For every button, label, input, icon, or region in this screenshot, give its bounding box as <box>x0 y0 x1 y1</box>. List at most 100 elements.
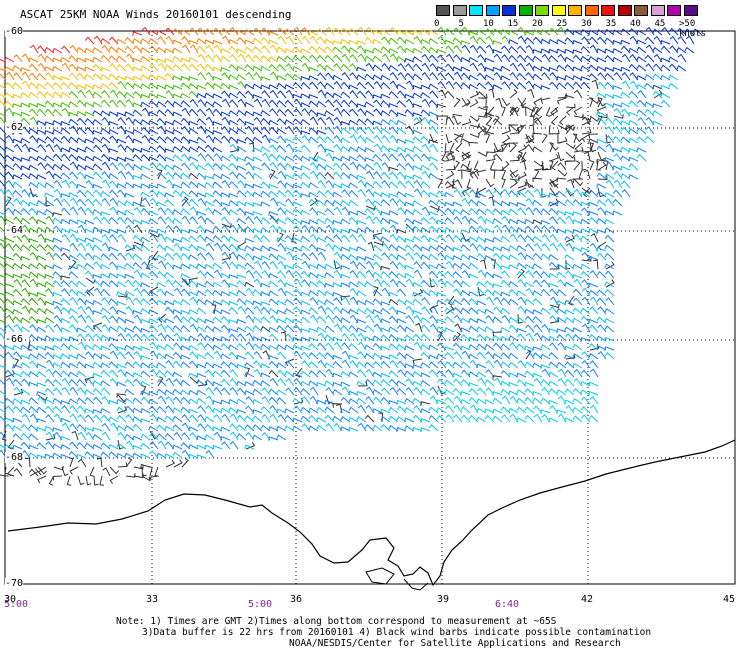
wind-barb <box>533 270 543 279</box>
wind-barb <box>397 369 407 378</box>
wind-barb <box>348 390 359 396</box>
wind-barb <box>557 413 567 423</box>
wind-barb <box>588 210 599 216</box>
wind-barb <box>253 270 263 279</box>
wind-barb <box>405 180 415 189</box>
wind-barb <box>365 269 375 279</box>
wind-barb <box>140 244 151 252</box>
wind-barb <box>325 126 335 135</box>
wind-barb <box>429 315 439 324</box>
wind-barb <box>276 218 287 225</box>
wind-barb <box>549 216 559 225</box>
wind-barb <box>564 211 575 216</box>
wind-barb <box>228 92 239 99</box>
wind-barb <box>493 71 503 81</box>
wind-barb <box>572 317 583 324</box>
wind-barb <box>29 324 39 333</box>
wind-barb <box>158 313 167 323</box>
wind-barb <box>172 415 183 423</box>
wind-barb <box>388 153 399 162</box>
wind-barb <box>236 190 247 198</box>
wind-barb <box>333 135 343 144</box>
wind-barb <box>0 68 7 72</box>
wind-barb <box>268 272 279 279</box>
wind-barb <box>652 73 663 81</box>
wind-barb <box>476 407 487 414</box>
wind-barb <box>108 148 119 153</box>
wind-barb <box>245 269 255 279</box>
wind-barb <box>204 92 215 99</box>
wind-barb <box>308 361 319 369</box>
wind-barb <box>661 26 671 36</box>
wind-barb <box>308 263 319 270</box>
wind-barb <box>53 143 63 153</box>
wind-barb <box>28 82 39 90</box>
wind-barb <box>332 200 343 207</box>
wind-barb <box>188 408 199 414</box>
wind-barb <box>60 417 71 423</box>
wind-barb <box>596 289 607 297</box>
wind-barb <box>260 227 271 234</box>
wind-barb <box>188 156 199 162</box>
wind-barb <box>365 126 375 135</box>
wind-barb <box>157 233 167 243</box>
wind-barb <box>372 180 383 189</box>
wind-barb <box>292 417 303 423</box>
wind-barb <box>444 280 455 288</box>
wind-barb <box>501 161 510 171</box>
wind-barb <box>380 145 391 153</box>
wind-barb <box>445 80 455 90</box>
wind-barb <box>44 91 55 99</box>
wind-barb <box>340 246 351 252</box>
wind-barb <box>588 228 599 234</box>
wind-barb <box>293 350 303 360</box>
wind-barb <box>549 81 559 90</box>
wind-barb <box>116 138 127 144</box>
wind-barb <box>60 336 71 342</box>
wind-barb <box>284 408 295 414</box>
wind-barb <box>508 288 519 297</box>
wind-barb <box>165 171 175 180</box>
wind-barb <box>389 135 399 144</box>
wind-barb <box>476 169 487 176</box>
wind-barb <box>349 63 359 72</box>
wind-barb <box>12 444 23 450</box>
wind-barb <box>156 316 167 324</box>
wind-barb <box>197 270 207 279</box>
wind-barb <box>501 54 511 63</box>
wind-barb <box>460 163 471 171</box>
wind-barb <box>461 98 471 108</box>
wind-barb <box>564 229 575 234</box>
wind-barb <box>388 37 399 45</box>
wind-barb <box>564 309 575 315</box>
wind-barb <box>132 407 143 414</box>
wind-barb <box>676 65 687 72</box>
wind-barb <box>509 128 520 135</box>
wind-barb <box>692 28 703 36</box>
wind-barb <box>516 343 527 351</box>
wind-barb <box>444 28 455 36</box>
wind-barb <box>301 252 311 261</box>
wind-barb <box>348 253 359 261</box>
wind-barb <box>461 167 472 173</box>
wind-barb <box>117 406 128 414</box>
wind-barb <box>12 405 23 414</box>
wind-barb <box>4 307 15 315</box>
wind-barb <box>197 125 207 135</box>
wind-barb <box>532 65 543 72</box>
wind-barb <box>308 136 319 144</box>
wind-barb <box>308 100 319 108</box>
wind-barb <box>45 143 55 153</box>
wind-barb <box>588 217 599 225</box>
wind-barb <box>300 55 311 63</box>
wind-barb <box>205 44 215 54</box>
wind-barb <box>260 316 271 324</box>
wind-barb <box>404 209 415 216</box>
wind-barb <box>36 352 47 360</box>
wind-barb <box>645 63 655 72</box>
wind-barb <box>348 39 359 45</box>
wind-barb <box>484 308 495 315</box>
wind-barb <box>397 360 407 369</box>
wind-barb <box>413 261 423 270</box>
wind-barb <box>133 269 143 279</box>
